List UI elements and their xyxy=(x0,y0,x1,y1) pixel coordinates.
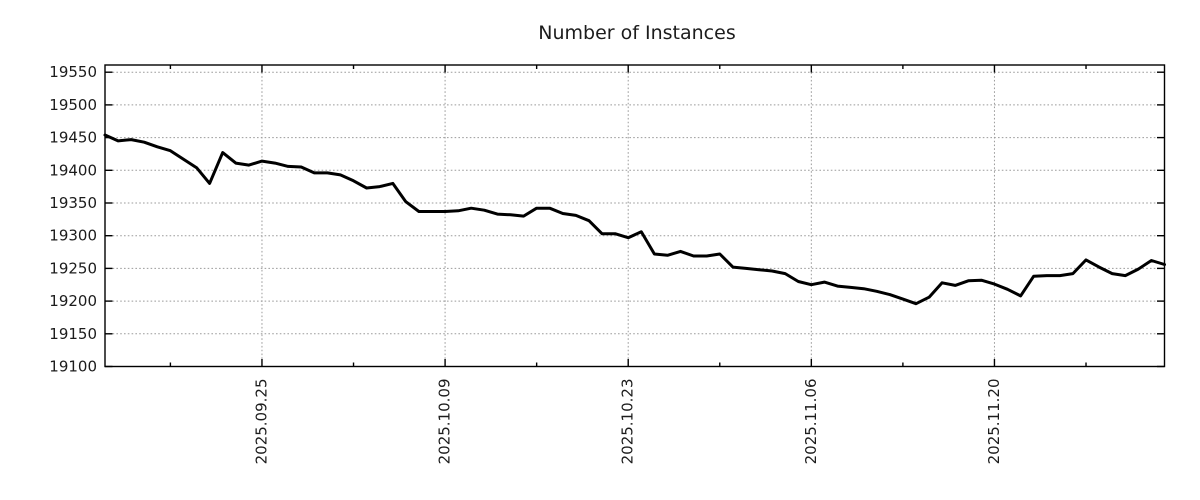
x-tick-label: 2025.11.06 xyxy=(802,379,820,465)
x-tick-label: 2025.09.25 xyxy=(252,379,270,465)
y-tick-label: 19150 xyxy=(49,325,97,343)
x-tick-label: 2025.10.23 xyxy=(619,379,637,465)
y-tick-label: 19200 xyxy=(49,292,97,310)
y-tick-label: 19350 xyxy=(49,194,97,212)
plot-frame xyxy=(104,64,1166,368)
y-tick-label: 19250 xyxy=(49,259,97,277)
y-tick-label: 19300 xyxy=(49,227,97,245)
y-tick-label: 19450 xyxy=(49,129,97,147)
data-line-instances xyxy=(103,133,1166,306)
y-tick-label: 19500 xyxy=(49,96,97,114)
axis-labels-layer: 19100 19150 19200 19250 19300 19350 19400 19450… xyxy=(49,63,1003,464)
axes-layer xyxy=(104,64,1166,368)
chart-title: Number of Instances xyxy=(538,22,735,44)
x-tick-label: 2025.10.09 xyxy=(436,379,454,465)
series-layer xyxy=(103,133,1166,306)
y-tick-label: 19400 xyxy=(49,161,97,179)
grid-layer xyxy=(105,65,1165,367)
y-tick-label: 19100 xyxy=(49,358,97,376)
y-tick-label: 19550 xyxy=(49,63,97,81)
x-tick-label: 2025.11.20 xyxy=(985,379,1003,465)
